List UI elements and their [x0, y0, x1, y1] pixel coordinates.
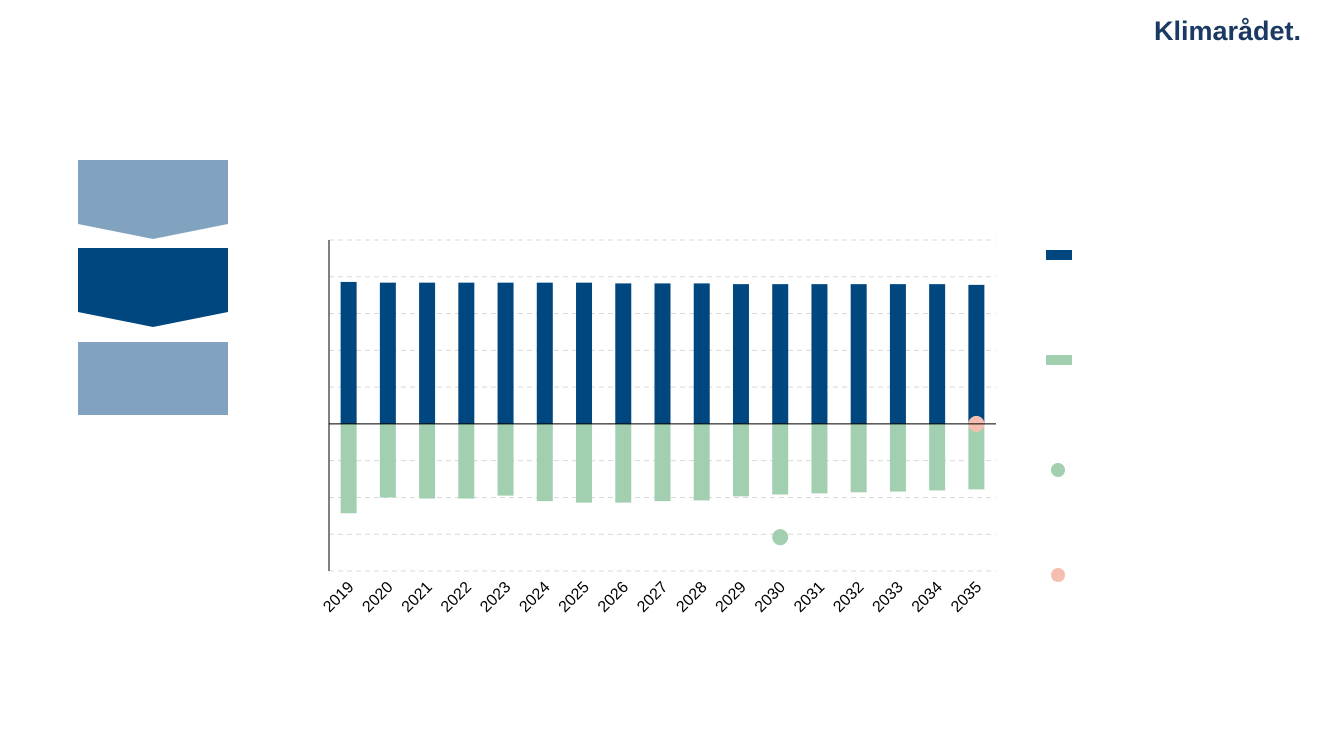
bar	[732, 423, 749, 497]
x-tick-label: 2024	[516, 579, 553, 616]
x-tick-label: 2035	[948, 579, 985, 616]
bar	[811, 284, 828, 424]
legend-swatch	[1051, 568, 1065, 582]
x-tick-label: 2028	[673, 579, 710, 616]
x-tick-label: 2025	[556, 579, 593, 616]
bar	[654, 283, 671, 424]
bar	[654, 423, 671, 502]
bar	[693, 423, 710, 501]
bar	[850, 423, 867, 493]
bar	[458, 423, 475, 499]
bar	[889, 423, 906, 492]
bar	[615, 283, 632, 424]
bar	[340, 281, 357, 424]
dot	[772, 529, 789, 546]
chevron	[78, 160, 228, 239]
x-tick-label: 2032	[830, 579, 867, 616]
x-tick-label: 2021	[399, 579, 436, 616]
x-tick-label: 2031	[791, 579, 828, 616]
bar	[772, 423, 789, 495]
legend-swatch	[1051, 463, 1065, 477]
bar	[929, 284, 946, 424]
bar	[615, 423, 632, 503]
bar	[340, 423, 357, 514]
x-tick-label: 2030	[752, 579, 789, 616]
bar	[811, 423, 828, 494]
bar	[379, 423, 396, 498]
x-tick-label: 2029	[713, 579, 750, 616]
bar	[419, 282, 436, 424]
bar	[536, 423, 553, 502]
x-tick-label: 2027	[634, 579, 671, 616]
bar	[929, 423, 946, 491]
bar	[850, 284, 867, 424]
bar	[576, 282, 593, 424]
legend-swatch	[1046, 250, 1072, 260]
logo: Klimarådet.	[1154, 16, 1301, 46]
x-tick-label: 2019	[320, 579, 357, 616]
bar	[732, 284, 749, 424]
x-tick-label: 2026	[595, 579, 632, 616]
bar	[968, 284, 985, 424]
bar	[693, 283, 710, 424]
box	[78, 342, 228, 415]
chevron	[78, 248, 228, 327]
x-tick-label: 2033	[870, 579, 907, 616]
x-tick-label: 2023	[477, 579, 514, 616]
x-tick-label: 2022	[438, 579, 475, 616]
bar	[772, 284, 789, 424]
legend-swatch	[1046, 355, 1072, 365]
bar	[536, 282, 553, 424]
bar	[968, 423, 985, 490]
bar	[576, 423, 593, 503]
x-tick-label: 2020	[359, 579, 396, 616]
bar	[379, 282, 396, 424]
bar	[889, 284, 906, 424]
bar	[497, 282, 514, 424]
bar	[419, 423, 436, 499]
x-tick-label: 2034	[909, 579, 946, 616]
bar	[458, 282, 475, 424]
bar	[497, 423, 514, 496]
